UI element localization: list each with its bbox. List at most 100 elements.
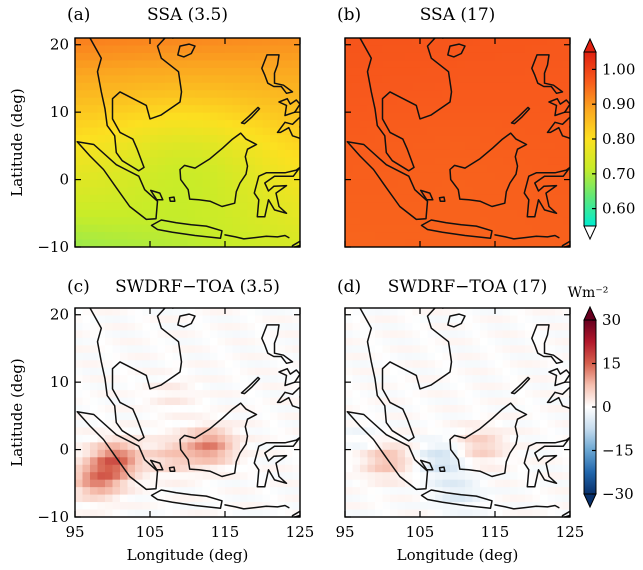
heatmap-cell bbox=[255, 330, 264, 339]
heatmap-cell bbox=[390, 315, 399, 324]
heatmap-cell bbox=[352, 127, 361, 136]
heatmap-cell bbox=[105, 308, 114, 317]
heatmap-cell bbox=[352, 82, 361, 91]
heatmap-cell bbox=[90, 419, 99, 429]
heatmap-cell bbox=[435, 45, 444, 54]
heatmap-cell bbox=[532, 360, 541, 369]
heatmap-cell bbox=[142, 419, 151, 429]
heatmap-cell bbox=[150, 330, 159, 339]
heatmap-cell bbox=[390, 45, 399, 54]
heatmap-cell bbox=[157, 112, 166, 121]
heatmap-cell bbox=[150, 322, 159, 331]
heatmap-cell bbox=[105, 135, 114, 144]
heatmap-cell bbox=[457, 82, 466, 91]
heatmap-cell bbox=[345, 60, 354, 69]
heatmap-cell bbox=[187, 239, 196, 247]
heatmap-cell bbox=[82, 472, 91, 481]
heatmap-cell bbox=[420, 202, 429, 211]
heatmap-cell bbox=[292, 90, 300, 99]
heatmap-cell bbox=[427, 45, 436, 54]
heatmap-cell bbox=[352, 449, 361, 458]
colorbar-tick-label: 0.60 bbox=[602, 200, 635, 218]
heatmap-cell bbox=[360, 209, 369, 218]
heatmap-cell bbox=[277, 38, 286, 47]
heatmap-cell bbox=[487, 120, 496, 129]
heatmap-cell bbox=[375, 337, 384, 346]
heatmap-cell bbox=[397, 427, 406, 436]
heatmap-cell bbox=[412, 202, 421, 211]
heatmap-cell bbox=[172, 60, 181, 69]
heatmap-cell bbox=[510, 322, 519, 331]
heatmap-cell bbox=[375, 127, 384, 136]
heatmap-cell bbox=[232, 142, 241, 151]
heatmap-cell bbox=[465, 412, 474, 421]
heatmap-cell bbox=[405, 239, 414, 247]
heatmap-cell bbox=[472, 352, 481, 361]
heatmap-cell bbox=[165, 202, 174, 211]
heatmap-cell bbox=[360, 315, 369, 324]
heatmap-cell bbox=[97, 337, 106, 346]
panel-frame bbox=[74, 307, 301, 518]
heatmap-cell bbox=[262, 487, 271, 496]
heatmap-cell bbox=[247, 390, 256, 399]
coastline-hainan bbox=[447, 313, 466, 328]
heatmap-cell bbox=[247, 149, 256, 159]
heatmap-cell bbox=[405, 315, 414, 324]
heatmap-cell bbox=[262, 38, 271, 47]
heatmap-cell bbox=[172, 82, 181, 91]
heatmap-cell bbox=[442, 427, 451, 436]
heatmap-cell bbox=[292, 315, 300, 324]
heatmap-cell bbox=[262, 97, 271, 106]
heatmap-cell bbox=[150, 397, 159, 406]
heatmap-cell bbox=[187, 345, 196, 354]
heatmap-cell bbox=[345, 45, 354, 54]
heatmap-cell bbox=[510, 97, 519, 106]
heatmap-cell bbox=[150, 209, 159, 218]
heatmap-cell bbox=[397, 38, 406, 47]
heatmap-cell bbox=[390, 75, 399, 84]
heatmap-cell bbox=[165, 164, 174, 173]
heatmap-cell bbox=[517, 164, 526, 173]
heatmap-cell bbox=[202, 135, 211, 144]
heatmap-cell bbox=[225, 405, 234, 414]
heatmap-cell bbox=[352, 90, 361, 99]
heatmap-cell bbox=[255, 352, 264, 361]
heatmap-cell bbox=[202, 330, 211, 339]
heatmap-cell bbox=[540, 479, 549, 488]
heatmap-cell bbox=[75, 142, 84, 151]
heatmap-cell bbox=[345, 457, 354, 466]
heatmap-cell bbox=[375, 419, 384, 429]
heatmap-cell bbox=[427, 164, 436, 173]
heatmap-cell bbox=[225, 412, 234, 421]
heatmap-cell bbox=[495, 487, 504, 496]
heatmap-cell bbox=[547, 487, 556, 496]
heatmap-cell bbox=[75, 315, 84, 324]
heatmap-cell bbox=[352, 487, 361, 496]
heatmap-cell bbox=[90, 90, 99, 99]
heatmap-cell bbox=[202, 187, 211, 196]
heatmap-cell bbox=[97, 345, 106, 354]
heatmap-cell bbox=[210, 464, 219, 473]
heatmap-cell bbox=[157, 367, 166, 376]
heatmap-cell bbox=[397, 194, 406, 203]
heatmap-cell bbox=[547, 509, 556, 517]
heatmap-cell bbox=[532, 449, 541, 458]
heatmap-cell bbox=[105, 330, 114, 339]
heatmap-cell bbox=[172, 322, 181, 331]
heatmap-cell bbox=[525, 330, 534, 339]
heatmap-cell bbox=[427, 142, 436, 151]
heatmap-cell bbox=[217, 179, 226, 188]
heatmap-cell bbox=[255, 405, 264, 414]
heatmap-cell bbox=[382, 112, 391, 121]
heatmap-cell bbox=[487, 494, 496, 503]
heatmap-cell bbox=[412, 157, 421, 166]
heatmap-cell bbox=[367, 120, 376, 129]
heatmap-cell bbox=[120, 224, 129, 233]
heatmap-cell bbox=[457, 120, 466, 129]
heatmap-cell bbox=[487, 442, 496, 451]
heatmap-cell bbox=[442, 449, 451, 458]
heatmap-cell bbox=[105, 367, 114, 376]
heatmap-cell bbox=[75, 149, 84, 159]
heatmap-cell bbox=[202, 509, 211, 517]
heatmap-cell bbox=[555, 127, 564, 136]
